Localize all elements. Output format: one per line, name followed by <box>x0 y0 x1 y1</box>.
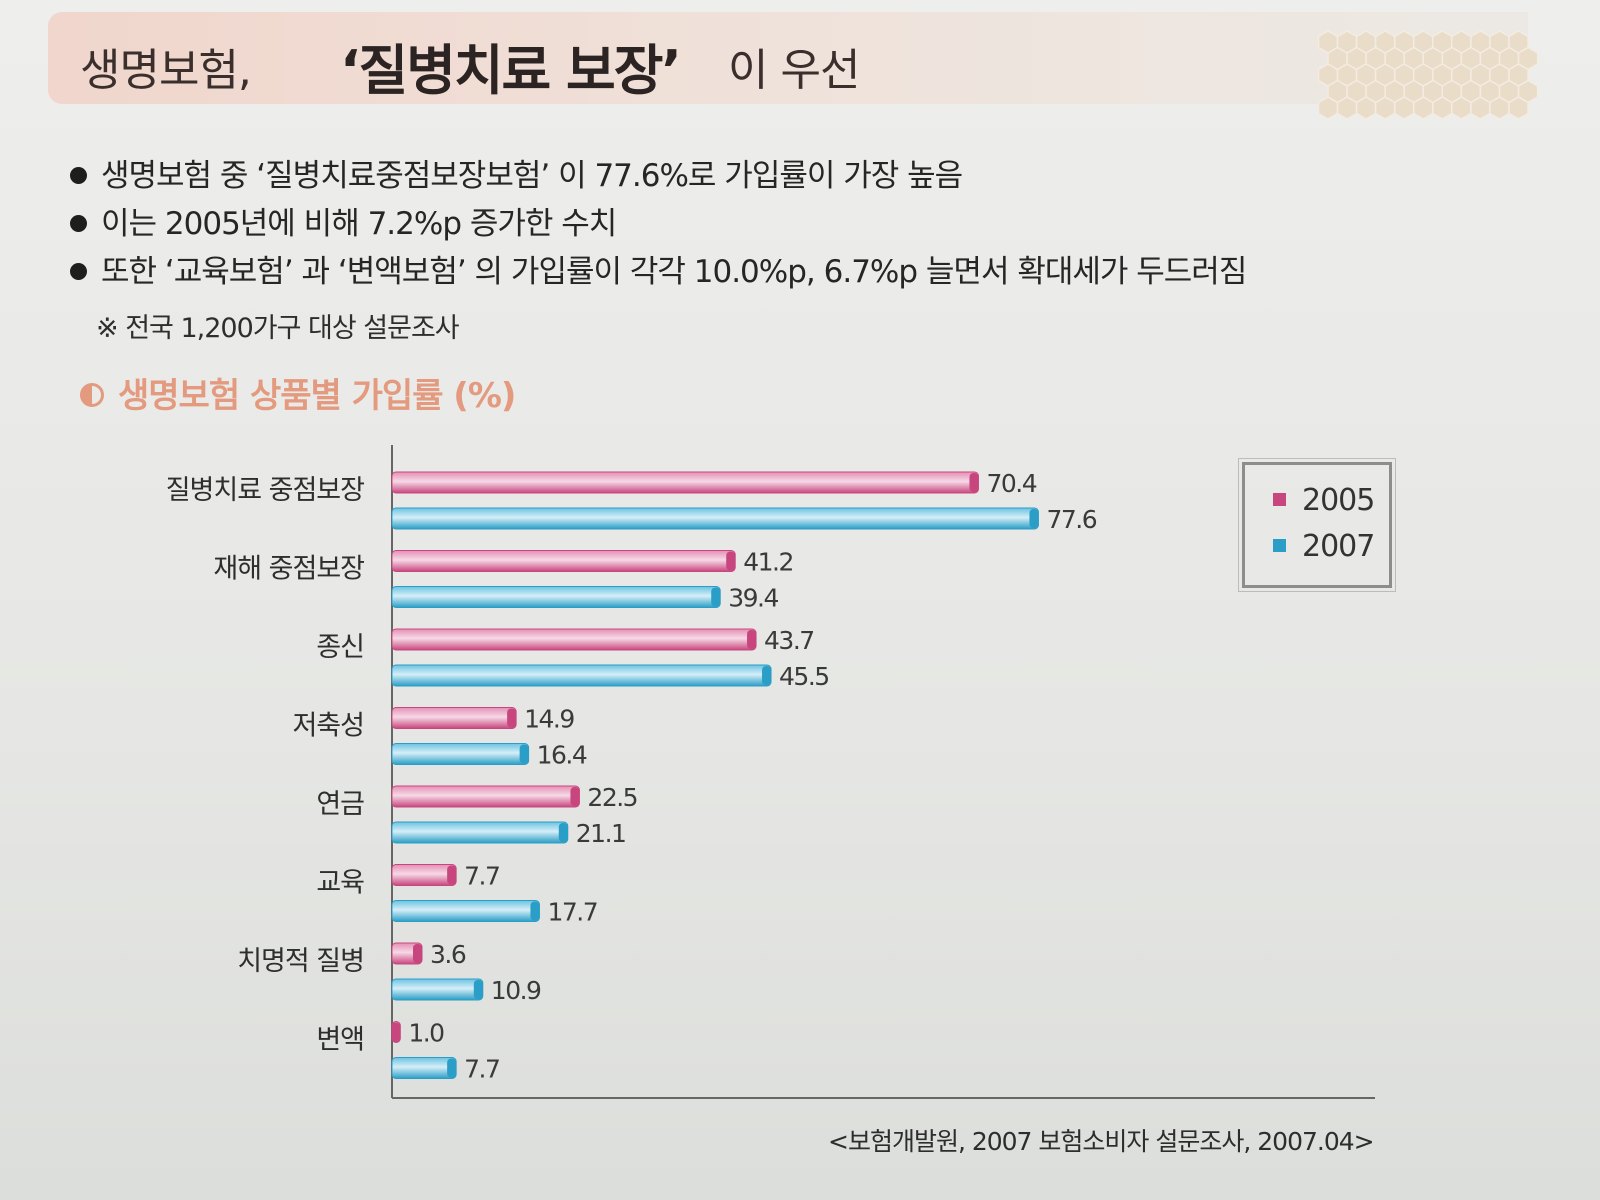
bar-2007 <box>391 507 1039 530</box>
bar-2007 <box>391 664 772 687</box>
bar-cap-2007 <box>530 901 540 921</box>
bullet-item: 또한 ‘교육보험’ 과 ‘변액보험’ 의 가입률이 각각 10.0%p, 6.7… <box>70 248 1247 296</box>
bar-2007 <box>391 900 540 922</box>
legend-swatch-2007 <box>1273 539 1286 552</box>
bar-cap-2007 <box>1029 509 1039 528</box>
category-label: 종신 <box>316 632 364 663</box>
bullet-text: 생명보험 중 ‘질병치료중점보장보험’ 이 77.6%로 가입률이 가장 높음 <box>101 158 963 194</box>
legend-label-2007: 2007 <box>1302 529 1375 564</box>
bar-cap-2007 <box>473 980 483 999</box>
category-label: 교육 <box>316 868 364 899</box>
bar-cap-2005 <box>726 551 736 571</box>
chart-title: 생명보험 상품별 가입률 (%) <box>80 368 516 417</box>
half-circle-icon <box>80 383 104 407</box>
bar-2007 <box>391 743 530 765</box>
legend-item-2005: 2005 <box>1273 483 1375 518</box>
title-prefix: 생명보험, <box>80 45 252 96</box>
title-banner: 생명보험, ‘질병치료 보장’ 이 우선 <box>48 12 1539 120</box>
chart-legend: 2005 2007 <box>1238 458 1396 592</box>
bar-2005 <box>391 864 457 886</box>
survey-note: ※ 전국 1,200가구 대상 설문조사 <box>96 313 460 344</box>
bar-2007 <box>391 978 484 1001</box>
bar-cap-2005 <box>747 630 757 649</box>
bullet-item: 생명보험 중 ‘질병치료중점보장보험’ 이 77.6%로 가입률이 가장 높음 <box>70 152 1246 200</box>
category-label: 치명적 질병 <box>237 946 364 977</box>
bar-cap-2005 <box>391 1022 401 1042</box>
bullet-dot-icon <box>70 167 87 184</box>
value-label-2007: 45.5 <box>779 662 829 691</box>
legend-label-2005: 2005 <box>1302 483 1375 518</box>
bar-2007 <box>391 821 569 844</box>
legend-item-2007: 2007 <box>1273 529 1375 564</box>
bar-cap-2007 <box>519 744 529 764</box>
category-label: 재해 중점보장 <box>213 554 364 585</box>
value-label-2005: 70.4 <box>986 469 1036 498</box>
bar-cap-2005 <box>570 787 580 806</box>
value-label-2005: 7.7 <box>464 862 499 891</box>
title-suffix: 이 우선 <box>728 45 860 96</box>
value-label-2005: 43.7 <box>764 626 814 655</box>
category-label: 질병치료 중점보장 <box>166 475 364 506</box>
value-label-2007: 17.7 <box>547 898 597 927</box>
bar-2005 <box>391 707 517 729</box>
value-label-2005: 41.2 <box>743 548 793 577</box>
bar-2007 <box>391 586 721 608</box>
value-label-2007: 16.4 <box>537 741 587 770</box>
hexagon-cell <box>1508 96 1529 120</box>
legend-swatch-2005 <box>1273 493 1286 506</box>
bar-cap-2007 <box>711 587 721 607</box>
value-label-2007: 10.9 <box>491 976 541 1005</box>
value-label-2007: 7.7 <box>464 1055 499 1084</box>
summary-bullets: 생명보험 중 ‘질병치료중점보장보험’ 이 77.6%로 가입률이 가장 높음 … <box>70 152 1247 296</box>
bullet-text: 이는 2005년에 비해 7.2%p 증가한 수치 <box>101 206 617 242</box>
source-citation: <보험개발원, 2007 보험소비자 설문조사, 2007.04> <box>828 1127 1375 1156</box>
bar-cap-2007 <box>762 666 772 685</box>
value-label-2007: 77.6 <box>1046 505 1096 534</box>
bar-2005 <box>391 628 757 651</box>
value-label-2007: 21.1 <box>576 819 626 848</box>
value-label-2005: 22.5 <box>587 783 637 812</box>
bar-2005 <box>391 785 580 808</box>
bar-cap-2005 <box>447 865 457 885</box>
value-label-2005: 3.6 <box>430 940 466 969</box>
bullet-text: 또한 ‘교육보험’ 과 ‘변액보험’ 의 가입률이 각각 10.0%p, 6.7… <box>101 254 1247 290</box>
bullet-dot-icon <box>70 215 87 232</box>
bar-cap-2007 <box>558 823 568 842</box>
value-label-2005: 1.0 <box>408 1019 444 1048</box>
value-label-2007: 39.4 <box>728 584 778 613</box>
category-label: 변액 <box>316 1025 364 1056</box>
bar-2007 <box>391 1057 457 1079</box>
bar-cap-2007 <box>447 1058 457 1078</box>
bar-2005 <box>391 550 736 572</box>
bullet-item: 이는 2005년에 비해 7.2%p 증가한 수치 <box>70 200 1246 248</box>
bar-cap-2005 <box>507 708 517 728</box>
category-label: 연금 <box>316 789 364 820</box>
title-emphasis: ‘질병치료 보장’ <box>340 39 682 102</box>
bar-cap-2005 <box>412 944 422 963</box>
value-label-2005: 14.9 <box>524 705 574 734</box>
bar-cap-2005 <box>969 473 979 492</box>
chart-title-text: 생명보험 상품별 가입률 (%) <box>118 376 516 416</box>
bar-2005 <box>391 471 979 494</box>
bullet-dot-icon <box>70 263 87 280</box>
hexagon-pattern-icon <box>1318 30 1539 120</box>
category-label: 저축성 <box>292 711 364 742</box>
